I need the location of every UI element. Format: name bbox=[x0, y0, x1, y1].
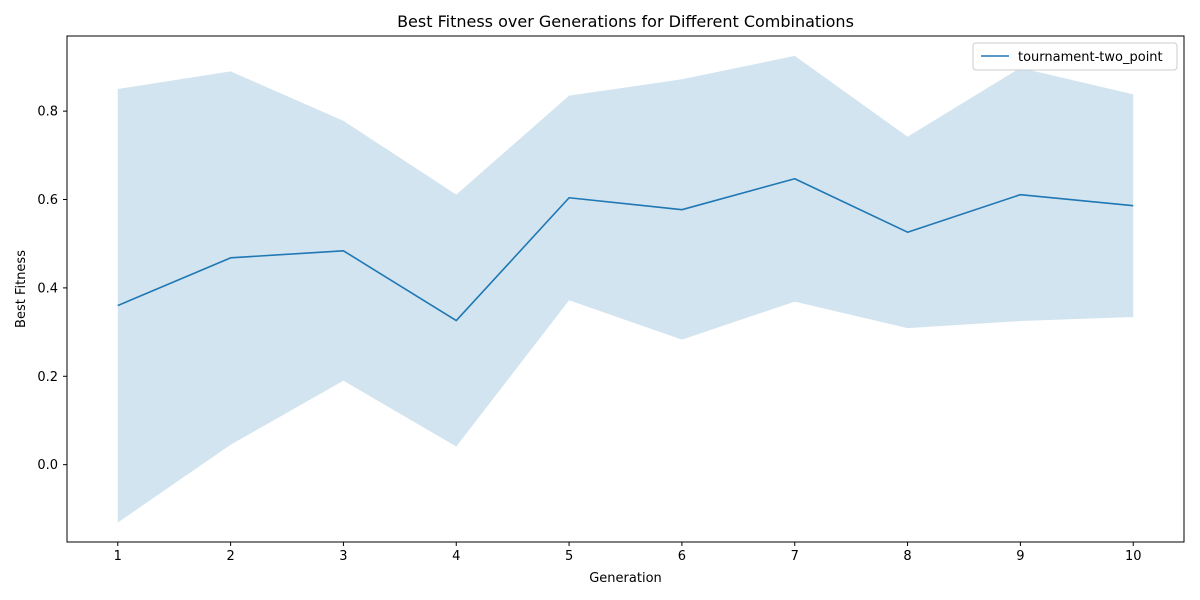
data-point bbox=[1019, 194, 1021, 196]
x-tick-label: 10 bbox=[1125, 549, 1142, 564]
y-tick-label: 0.0 bbox=[37, 458, 58, 473]
legend: tournament-two_point bbox=[972, 42, 1178, 71]
x-tick-label: 7 bbox=[791, 549, 799, 564]
x-tick-label: 3 bbox=[339, 549, 347, 564]
y-axis: 0.0 0.2 0.4 0.6 0.8 bbox=[37, 105, 67, 473]
y-tick-label: 0.6 bbox=[37, 193, 58, 208]
y-tick-label: 0.4 bbox=[37, 281, 58, 296]
y-axis-label: Best Fitness bbox=[14, 250, 29, 328]
y-tick-label: 0.8 bbox=[37, 105, 58, 120]
data-point bbox=[117, 305, 119, 307]
data-point bbox=[342, 250, 344, 252]
x-axis-label: Generation bbox=[589, 571, 662, 586]
data-point bbox=[1132, 205, 1134, 207]
series-line-0 bbox=[117, 177, 1134, 322]
data-point bbox=[455, 320, 457, 322]
data-point bbox=[681, 209, 683, 211]
chart-title: Best Fitness over Generations for Differ… bbox=[397, 12, 854, 31]
series-band-0 bbox=[117, 55, 1134, 523]
x-tick-label: 8 bbox=[903, 549, 911, 564]
data-point bbox=[230, 257, 232, 259]
x-tick-label: 9 bbox=[1016, 549, 1024, 564]
plot-area bbox=[117, 55, 1134, 523]
y-tick-label: 0.2 bbox=[37, 370, 58, 385]
x-axis: 1 2 3 4 5 6 7 8 9 10 bbox=[114, 542, 1142, 564]
legend-box bbox=[972, 42, 1178, 71]
x-tick-label: 1 bbox=[114, 549, 122, 564]
x-tick-label: 6 bbox=[678, 549, 686, 564]
x-tick-label: 2 bbox=[226, 549, 234, 564]
x-tick-label: 4 bbox=[452, 549, 460, 564]
x-tick-label: 5 bbox=[565, 549, 573, 564]
data-point bbox=[794, 178, 796, 180]
data-point bbox=[568, 197, 570, 199]
legend-entry-label: tournament-two_point bbox=[1018, 50, 1163, 65]
plot-frame bbox=[66, 35, 1185, 543]
data-point bbox=[907, 231, 909, 233]
